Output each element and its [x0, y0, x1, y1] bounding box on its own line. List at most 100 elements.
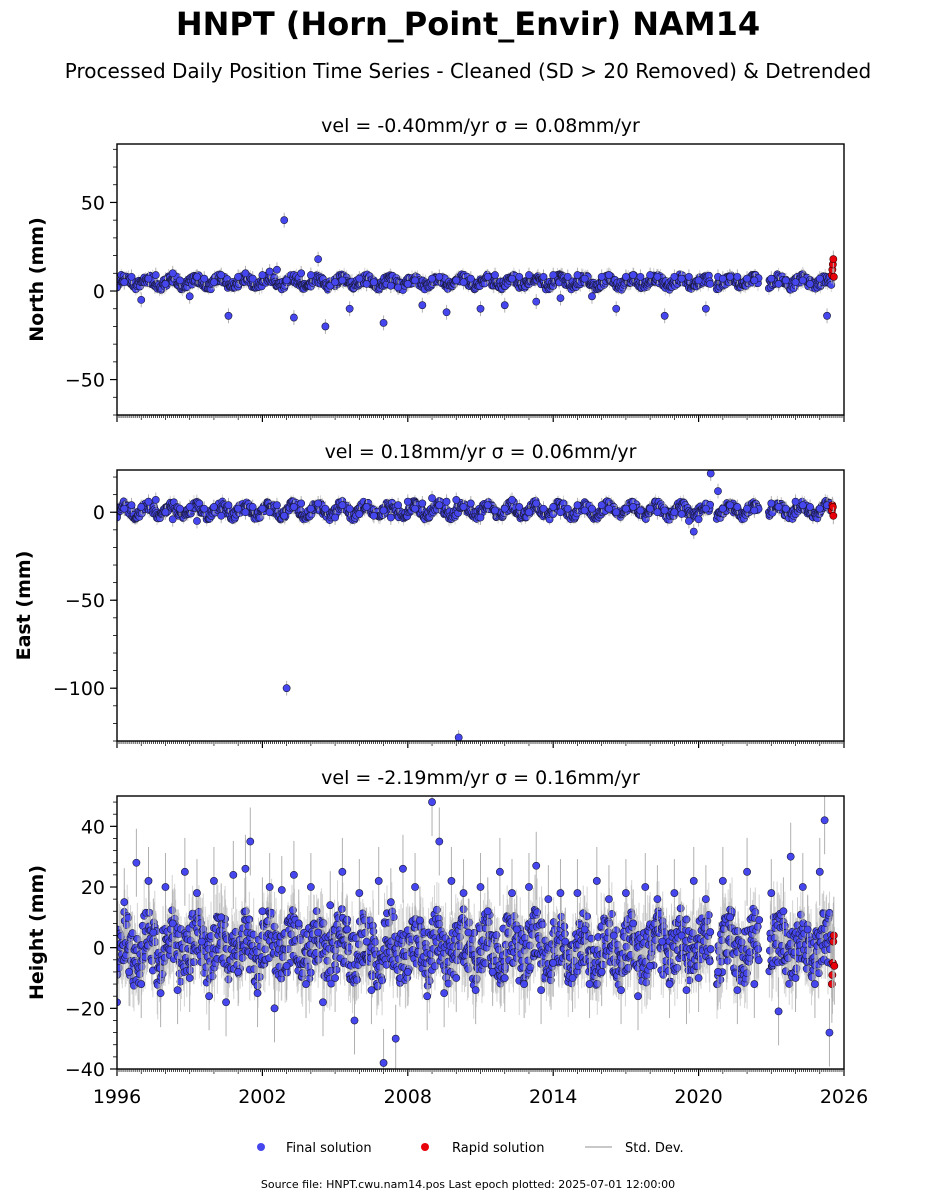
final-point — [369, 278, 378, 287]
final-point — [515, 272, 524, 281]
final-point — [452, 276, 461, 285]
ytick-label: 50 — [81, 192, 105, 214]
final-point — [701, 304, 710, 313]
final-point — [306, 271, 315, 279]
final-point — [677, 274, 686, 283]
final-point — [670, 272, 679, 281]
final-point — [185, 292, 194, 301]
final-point — [767, 274, 776, 283]
final-point — [362, 280, 371, 288]
final-point — [435, 272, 444, 281]
final-point — [791, 278, 800, 287]
final-point — [144, 274, 153, 283]
final-point — [733, 272, 742, 281]
final-point — [137, 295, 146, 304]
final-point — [743, 274, 751, 283]
final-point — [636, 272, 645, 281]
final-point — [563, 272, 572, 281]
final-point — [403, 280, 412, 288]
final-point — [151, 271, 160, 279]
final-point — [483, 272, 492, 281]
panel-east-title: vel = 0.18mm/yr σ = 0.06mm/yr — [325, 441, 637, 463]
final-point — [210, 278, 218, 287]
final-point — [248, 274, 257, 283]
final-point — [280, 216, 289, 225]
final-point — [127, 272, 136, 281]
final-point — [345, 304, 354, 313]
final-point — [321, 322, 330, 331]
final-point — [411, 276, 419, 285]
final-point — [612, 304, 621, 313]
final-point — [273, 265, 281, 274]
final-point — [258, 271, 267, 279]
final-point — [168, 269, 177, 278]
final-point — [331, 278, 339, 287]
final-point — [466, 274, 475, 283]
final-point — [241, 269, 250, 278]
final-point — [282, 276, 291, 285]
final-point — [442, 308, 451, 317]
final-point — [265, 267, 274, 276]
final-point — [646, 271, 655, 279]
final-point — [200, 274, 209, 283]
panel-north-title: vel = -0.40mm/yr σ = 0.08mm/yr — [321, 115, 640, 137]
final-point — [556, 294, 565, 302]
final-point — [815, 274, 824, 283]
final-point — [476, 304, 485, 313]
panel-east-ylabel: East (mm) — [13, 551, 35, 661]
figure-title: HNPT (Horn_Point_Envir) NAM14 — [176, 5, 760, 43]
final-point — [491, 271, 499, 279]
final-point — [532, 297, 541, 306]
final-point — [355, 274, 364, 283]
panels: vel = -0.40mm/yr σ = 0.08mm/yr North (mm)… — [13, 115, 868, 1108]
final-point — [386, 281, 395, 290]
final-point — [217, 271, 226, 279]
final-point — [726, 272, 735, 281]
panel-north: vel = -0.40mm/yr σ = 0.08mm/yr North (mm)… — [26, 115, 845, 422]
final-point — [774, 280, 783, 288]
final-point — [573, 271, 582, 279]
final-point — [718, 274, 727, 283]
final-point — [588, 292, 596, 301]
final-point — [120, 278, 129, 287]
final-point — [161, 280, 170, 288]
figure-subtitle: Processed Daily Position Time Series - C… — [65, 59, 871, 83]
final-point — [193, 272, 201, 281]
ytick-label: 0 — [93, 281, 105, 303]
final-point — [823, 311, 831, 320]
final-point — [428, 274, 436, 283]
panel-east-plot — [117, 470, 838, 741]
final-point — [798, 276, 807, 285]
final-point — [539, 272, 548, 281]
final-point — [580, 274, 589, 283]
final-point — [459, 278, 468, 287]
panel-north-ylabel: North (mm) — [26, 217, 48, 342]
panel-north-plot — [117, 212, 838, 334]
final-point — [605, 271, 613, 279]
rapid-point — [829, 255, 838, 264]
final-point — [685, 272, 693, 281]
final-point — [549, 271, 558, 279]
final-point — [379, 318, 388, 327]
ytick-label: −50 — [65, 370, 105, 392]
final-point — [750, 276, 759, 285]
final-point — [525, 271, 533, 279]
final-point — [508, 274, 516, 283]
final-point — [338, 276, 347, 285]
final-point — [706, 279, 715, 288]
final-point — [653, 272, 662, 281]
final-point — [418, 301, 427, 310]
final-point — [806, 280, 814, 288]
final-point — [629, 271, 638, 279]
final-point — [290, 313, 298, 322]
final-point — [827, 280, 836, 289]
final-point — [234, 272, 243, 281]
final-point — [597, 272, 606, 281]
final-point — [500, 301, 509, 310]
final-point — [622, 272, 630, 281]
final-point — [781, 276, 790, 285]
final-point — [297, 269, 306, 278]
final-point — [314, 255, 323, 264]
